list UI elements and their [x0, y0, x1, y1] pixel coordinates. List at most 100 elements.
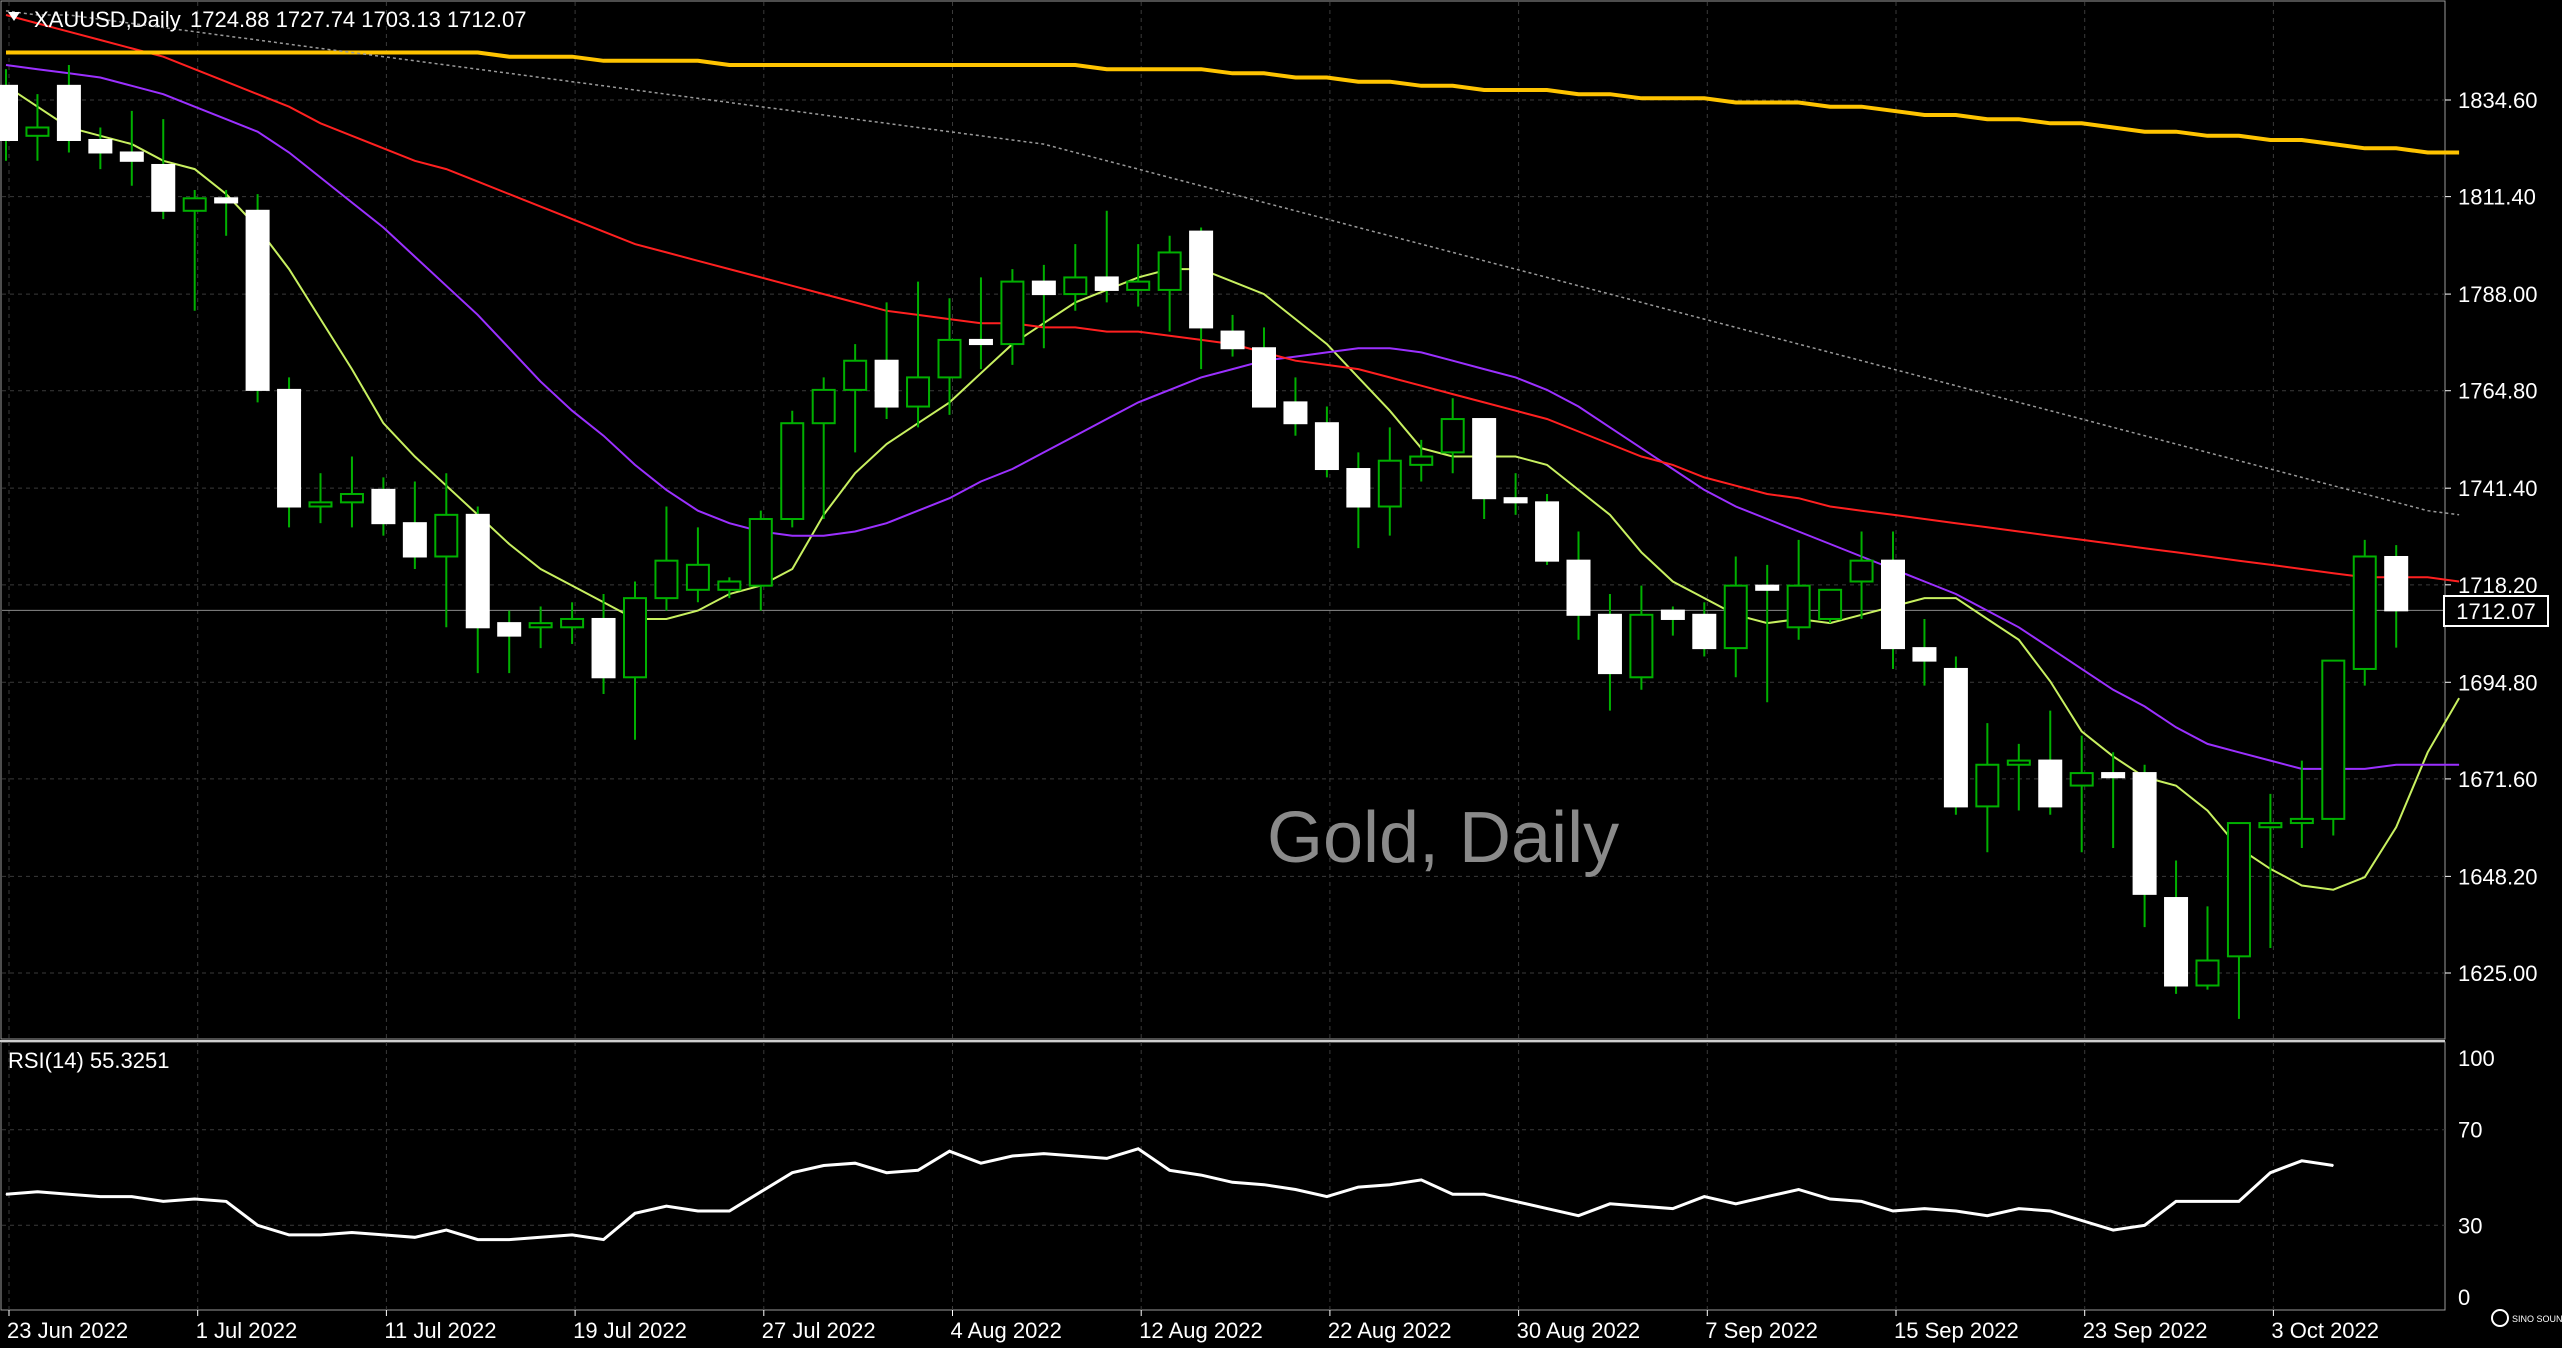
candle-up	[339, 493, 364, 504]
rsi-point	[1515, 1200, 1517, 1202]
symbol-label: XAUUSD,Daily	[34, 7, 181, 32]
y-tick-label: 1811.40	[2458, 185, 2536, 210]
candle-up	[1063, 276, 1088, 296]
rsi-point	[1923, 1208, 1925, 1210]
candle-down	[1189, 230, 1214, 329]
rsi-point	[1483, 1193, 1485, 1195]
candle-up	[560, 617, 585, 629]
rsi-point	[1200, 1174, 1202, 1176]
ohlc-readout: 1724.88 1727.74 1703.13 1712.07	[190, 7, 526, 32]
candle-down	[151, 163, 176, 212]
rsi-point	[5, 1193, 7, 1195]
rsi-point	[477, 1239, 479, 1241]
rsi-tick-label: 70	[2458, 1118, 2482, 1143]
candle-up	[2321, 659, 2346, 820]
candle-up	[1723, 584, 1748, 650]
rsi-point	[1829, 1198, 1831, 1200]
rsi-point	[949, 1150, 950, 1152]
rsi-point	[1420, 1179, 1422, 1181]
rsi-point	[2332, 1165, 2334, 1167]
x-tick-label: 4 Aug 2022	[951, 1318, 1062, 1343]
y-tick-label: 1625.00	[2458, 961, 2538, 986]
chevron-down-icon[interactable]	[8, 12, 20, 21]
rsi-point	[162, 1200, 164, 1202]
candle-up	[748, 518, 773, 587]
candle-up	[623, 597, 647, 679]
candle-down	[1535, 501, 1560, 562]
rsi-tick-label: 100	[2458, 1046, 2495, 1071]
rsi-point	[1389, 1184, 1391, 1186]
x-tick-label: 22 Aug 2022	[1328, 1318, 1452, 1343]
candle-up	[2006, 759, 2031, 766]
candle-down	[1881, 559, 1905, 650]
candle-down	[1943, 667, 1968, 808]
candle-up	[654, 559, 679, 600]
candle-up	[780, 422, 805, 521]
candle-down	[1472, 418, 1497, 500]
candle-up	[1975, 763, 2000, 808]
y-tick-label: 1718.20	[2458, 573, 2538, 598]
candle-down	[1314, 422, 1339, 471]
logo-text: SINO SOUND	[2512, 1314, 2562, 1324]
candle-down	[591, 617, 616, 679]
candle-down	[1220, 330, 1245, 350]
candle-down	[2164, 897, 2189, 987]
y-tick-label: 1764.80	[2458, 379, 2538, 404]
x-tick-label: 27 Jul 2022	[762, 1318, 876, 1343]
candle-up	[182, 197, 207, 212]
candle-down	[371, 488, 396, 525]
rsi-point	[68, 1193, 70, 1195]
candle-up	[1629, 613, 1654, 679]
rsi-point	[1766, 1196, 1768, 1198]
current-price-box	[2443, 595, 2549, 627]
rsi-point	[351, 1231, 353, 1233]
ma-line-ma_fast	[5, 84, 2460, 891]
candle-up	[1786, 584, 1811, 629]
rsi-point	[2018, 1208, 2020, 1210]
candle-up	[1818, 588, 1843, 620]
candle-down	[56, 84, 81, 141]
candle-down	[1031, 280, 1056, 296]
rsi-point	[1861, 1200, 1863, 1202]
rsi-point	[791, 1172, 793, 1174]
y-tick-label: 1741.40	[2458, 476, 2538, 501]
candle-up	[1440, 418, 1465, 454]
rsi-point	[634, 1212, 636, 1214]
candle-down	[2101, 772, 2126, 779]
candle-down	[1755, 584, 1780, 591]
rsi-point	[2238, 1200, 2240, 1202]
rsi-point	[1137, 1148, 1139, 1150]
rsi-series	[5, 1147, 2334, 1242]
rsi-point	[886, 1172, 888, 1174]
logo-icon	[2491, 1309, 2509, 1327]
ma-line-ma_mid	[5, 64, 2460, 770]
candles	[0, 65, 2409, 1019]
rsi-point	[728, 1210, 730, 1212]
rsi-point	[1169, 1169, 1171, 1171]
candle-down	[214, 197, 239, 204]
rsi-point	[1232, 1181, 1234, 1183]
rsi-point	[36, 1191, 38, 1193]
rsi-point	[823, 1165, 825, 1167]
candle-down	[119, 151, 144, 162]
candle-up	[717, 580, 742, 591]
axis-labels: 1834.60 1811.40 1788.00 1764.80 1741.40 1718.…	[7, 88, 2538, 1343]
rsi-point	[665, 1205, 667, 1207]
rsi-point	[1106, 1157, 1108, 1159]
rsi-point	[1609, 1203, 1611, 1205]
rsi-point	[1798, 1188, 1800, 1190]
candle-down	[2038, 759, 2063, 808]
rsi-point	[1326, 1196, 1328, 1198]
x-tick-label: 1 Jul 2022	[196, 1318, 298, 1343]
candle-down	[1912, 647, 1937, 662]
x-tick-label: 19 Jul 2022	[573, 1318, 687, 1343]
rsi-point	[1640, 1205, 1642, 1207]
rsi-point	[131, 1196, 133, 1198]
current-price-label: 1712.07	[2456, 599, 2536, 624]
rsi-point	[1074, 1155, 1076, 1157]
candle-up	[1157, 251, 1182, 291]
candle-down	[874, 359, 899, 408]
candle-up	[937, 338, 962, 379]
candle-up	[1409, 455, 1434, 466]
